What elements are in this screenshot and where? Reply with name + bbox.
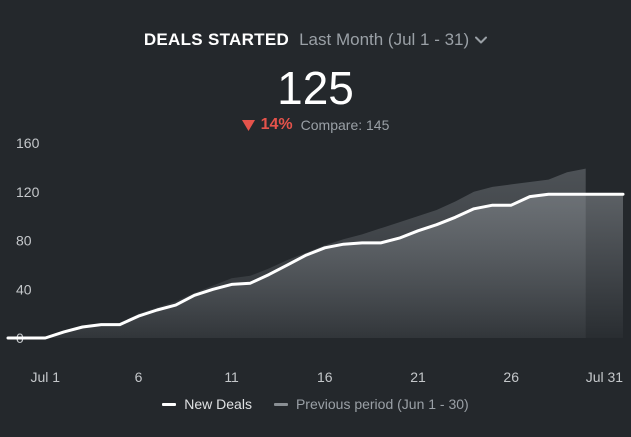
x-tick-label-16: 16: [317, 369, 333, 385]
legend-item-new-deals[interactable]: New Deals: [162, 396, 252, 412]
legend-swatch-previous-period: [273, 402, 288, 406]
x-tick-label-26: 26: [503, 369, 519, 385]
y-tick-label-40: 40: [16, 281, 32, 297]
x-tick-label-31: Jul 31: [586, 369, 624, 385]
compare-value: 145: [366, 117, 390, 133]
legend-label-new-deals: New Deals: [184, 396, 252, 412]
period-label: Last Month (Jul 1 - 31): [299, 30, 470, 49]
series-new-deals-area: [8, 194, 623, 338]
y-tick-label-80: 80: [16, 233, 32, 249]
kpi-change: 14% Compare: 145: [0, 116, 631, 134]
change-indicator: 14%: [241, 116, 293, 134]
legend-item-previous-period[interactable]: Previous period (Jun 1 - 30): [273, 396, 469, 412]
kpi-value: 125: [277, 62, 354, 114]
compare-label: Compare:: [300, 117, 363, 133]
widget-title: DEALS STARTED: [143, 30, 290, 49]
series-new-deals-line: [6, 192, 625, 340]
chevron-down-icon: [475, 36, 488, 44]
period-selector[interactable]: Last Month (Jul 1 - 31): [299, 30, 488, 50]
legend-label-previous-period: Previous period (Jun 1 - 30): [295, 396, 469, 412]
x-tick-label-21: 21: [410, 369, 426, 385]
change-percent: 14%: [260, 116, 293, 133]
legend-swatch-new-deals: [162, 402, 177, 406]
x-tick-label-6: 6: [135, 369, 143, 385]
y-tick-label-120: 120: [16, 184, 40, 200]
x-tick-label-1: Jul 1: [31, 369, 61, 385]
y-tick-label-160: 160: [16, 135, 40, 151]
triangle-down-icon: [241, 119, 255, 131]
widget-header: DEALS STARTED Last Month (Jul 1 - 31): [0, 26, 631, 54]
x-tick-label-11: 11: [224, 369, 239, 385]
chart-legend: New Deals Previous period (Jun 1 - 30): [0, 396, 631, 412]
compare-text: Compare: 145: [301, 117, 390, 133]
